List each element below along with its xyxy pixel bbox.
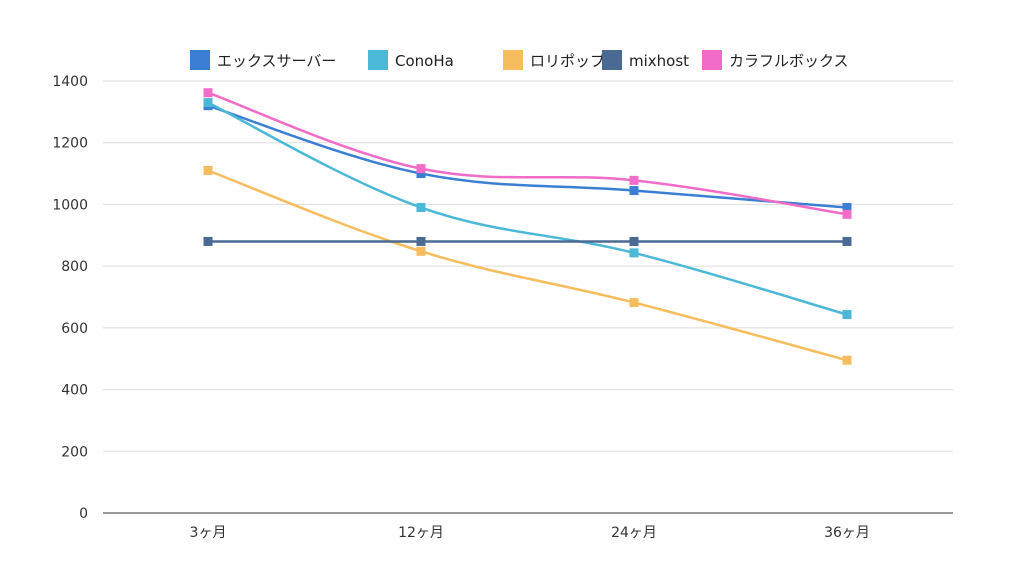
data-point xyxy=(203,236,213,246)
data-point xyxy=(629,298,639,308)
legend-label: mixhost xyxy=(629,52,689,70)
series-line xyxy=(207,104,848,209)
gridlines xyxy=(103,80,953,514)
series-3 xyxy=(203,236,852,246)
series-line xyxy=(207,91,848,216)
legend-swatch xyxy=(190,50,210,70)
data-point xyxy=(629,186,639,196)
data-point xyxy=(629,175,639,185)
data-point xyxy=(416,236,426,246)
series-0 xyxy=(203,101,852,213)
series-line xyxy=(207,101,848,316)
data-point xyxy=(416,164,426,174)
legend-swatch xyxy=(503,50,523,70)
data-point xyxy=(416,203,426,213)
legend-item: エックスサーバー xyxy=(190,50,336,70)
legend-item: ロリポップ xyxy=(503,50,605,70)
y-axis: 0 200 400 600 800 1000 1200 1400 xyxy=(52,74,88,522)
data-point xyxy=(203,165,213,175)
series-group xyxy=(203,88,852,365)
series-4 xyxy=(203,88,852,219)
data-point xyxy=(416,169,426,179)
data-point xyxy=(842,355,852,365)
y-tick-label: 800 xyxy=(61,259,88,275)
series-2 xyxy=(203,165,852,365)
data-point xyxy=(842,203,852,213)
legend-label: ロリポップ xyxy=(530,52,605,70)
data-point xyxy=(203,88,213,98)
legend-swatch xyxy=(602,50,622,70)
legend-item: mixhost xyxy=(602,50,689,70)
data-point xyxy=(842,209,852,219)
legend: エックスサーバー ConoHa ロリポップ mixhost カラフルボックス xyxy=(190,50,849,70)
legend-label: ConoHa xyxy=(395,52,454,70)
y-tick-label: 1000 xyxy=(52,197,88,213)
legend-swatch xyxy=(702,50,722,70)
y-tick-label: 0 xyxy=(79,506,88,522)
x-tick-label: 3ヶ月 xyxy=(190,525,227,541)
series-line xyxy=(207,169,848,362)
data-point xyxy=(203,98,213,108)
data-point xyxy=(842,310,852,320)
x-axis: 3ヶ月 12ヶ月 24ヶ月 36ヶ月 xyxy=(190,525,870,541)
legend-swatch xyxy=(368,50,388,70)
y-tick-label: 1200 xyxy=(52,136,88,152)
data-point xyxy=(629,236,639,246)
x-tick-label: 24ヶ月 xyxy=(611,525,657,541)
legend-label: エックスサーバー xyxy=(217,52,336,70)
y-tick-label: 200 xyxy=(61,444,88,460)
data-point xyxy=(842,236,852,246)
legend-label: カラフルボックス xyxy=(729,52,849,70)
y-tick-label: 400 xyxy=(61,383,88,399)
series-1 xyxy=(203,98,852,320)
x-tick-label: 12ヶ月 xyxy=(398,525,444,541)
y-tick-label: 600 xyxy=(61,321,88,337)
data-point xyxy=(416,246,426,256)
data-point xyxy=(629,248,639,258)
legend-item: ConoHa xyxy=(368,50,454,70)
legend-item: カラフルボックス xyxy=(702,50,849,70)
x-tick-label: 36ヶ月 xyxy=(824,525,870,541)
y-tick-label: 1400 xyxy=(52,74,88,90)
